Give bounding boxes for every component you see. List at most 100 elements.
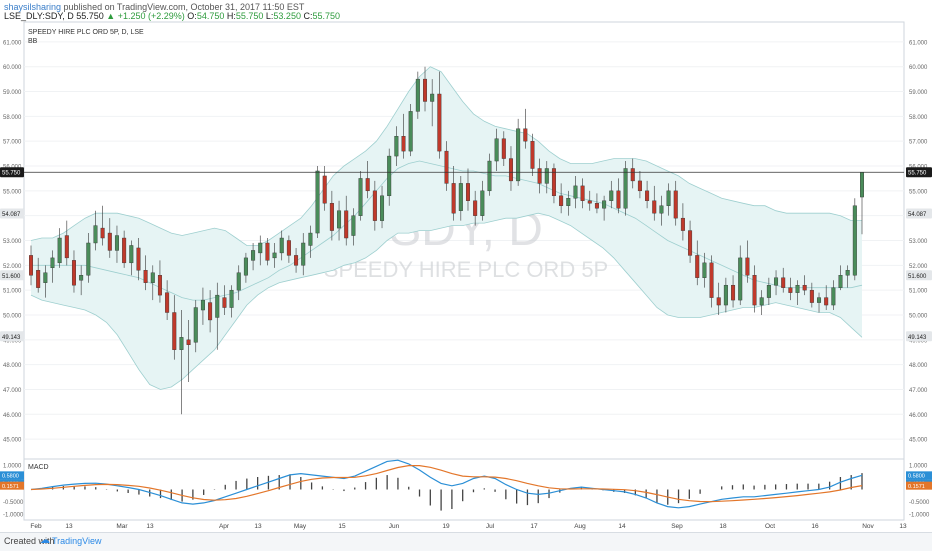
candle — [351, 208, 356, 246]
left-tick-label: 59.000 — [3, 90, 22, 96]
time-tick-label: Apr — [219, 523, 230, 530]
macd-right-tick: -0.5000 — [909, 500, 930, 506]
candle — [473, 190, 478, 226]
published-text: published on TradingView.com, October 31… — [63, 2, 305, 12]
candle — [709, 255, 714, 308]
candle-body — [401, 136, 406, 152]
price-tag-label: 54.087 — [2, 212, 21, 218]
macd-right-tick: 1.0000 — [909, 464, 928, 470]
right-tick-label: 52.000 — [909, 264, 928, 270]
open-value: 54.750 — [196, 11, 225, 21]
candle — [236, 265, 241, 301]
candle-body — [530, 140, 535, 169]
candle — [401, 113, 406, 159]
price-tag-box — [0, 331, 24, 342]
time-tick-label: 13 — [899, 523, 907, 530]
candle — [573, 175, 578, 209]
last-price: 55.750 — [76, 11, 104, 21]
price-chart[interactable]: SDY, D SPEEDY HIRE PLC ORD 5P 61.00060.0… — [0, 0, 932, 532]
candle-body — [845, 270, 850, 276]
candle-body — [129, 245, 134, 264]
candle-body — [43, 272, 48, 283]
candle — [824, 285, 829, 311]
candle-body — [623, 168, 628, 209]
candle — [465, 168, 470, 211]
candle-body — [358, 178, 363, 216]
candle — [623, 161, 628, 216]
candle — [286, 235, 291, 263]
candle-body — [165, 292, 170, 313]
candle — [609, 180, 614, 209]
candle-body — [860, 172, 865, 198]
candle — [594, 193, 599, 214]
candle — [315, 166, 320, 239]
chart-header: shaysilsharing published on TradingView.… — [0, 0, 932, 22]
right-tick-label: 47.000 — [909, 388, 928, 394]
candle-body — [93, 225, 98, 244]
candle — [279, 230, 284, 261]
candle — [759, 290, 764, 315]
candle — [387, 148, 392, 206]
candle-body — [279, 237, 284, 254]
macd-value-tag: 0.5800 — [0, 471, 24, 480]
left-tick-label: 57.000 — [3, 140, 22, 146]
left-tick-label: 46.000 — [3, 413, 22, 419]
candle-body — [716, 297, 721, 306]
candle — [723, 277, 728, 313]
candle — [602, 195, 607, 221]
candle — [208, 290, 213, 333]
candle — [114, 225, 119, 263]
candle-body — [229, 289, 234, 308]
candle — [172, 295, 177, 360]
price-tag: 54.087 — [0, 208, 24, 219]
candle — [337, 200, 342, 241]
left-tick-label: 58.000 — [3, 115, 22, 121]
candle-body — [365, 178, 370, 192]
candle-body — [387, 155, 392, 197]
candle — [79, 265, 84, 296]
right-tick-label: 48.000 — [909, 363, 928, 369]
candle-body — [709, 262, 714, 298]
macd-value-box — [0, 471, 24, 480]
time-tick-label: 15 — [338, 523, 346, 530]
candle-body — [609, 190, 614, 201]
candle-body — [473, 200, 478, 216]
candle-body — [566, 198, 571, 206]
price-tag: 55.750 — [906, 167, 932, 178]
macd-value-tag: 0.5800 — [906, 471, 932, 480]
candle-body — [215, 294, 220, 318]
username-link[interactable]: shaysilsharing — [4, 2, 62, 12]
price-tag-box — [0, 270, 24, 281]
candle — [193, 300, 198, 353]
time-tick-label: Nov — [862, 523, 874, 530]
left-tick-label: 45.000 — [3, 438, 22, 444]
candle — [107, 218, 112, 258]
candle-body — [179, 337, 184, 350]
candle — [616, 178, 621, 214]
price-tag-label: 54.087 — [908, 212, 927, 218]
candle-body — [107, 232, 112, 251]
candle-body — [236, 272, 241, 291]
candle — [272, 242, 277, 268]
candle — [29, 245, 34, 286]
time-tick-label: Sep — [671, 523, 683, 530]
up-arrow-icon: ▲ — [106, 11, 116, 21]
candle — [258, 235, 263, 266]
right-tick-label: 57.000 — [909, 140, 928, 146]
candle — [179, 310, 184, 415]
candle — [781, 267, 786, 293]
right-tick-label: 59.000 — [909, 90, 928, 96]
candle — [695, 240, 700, 286]
instrument-label: SPEEDY HIRE PLC ORD 5P, D, LSE — [28, 29, 144, 36]
candle — [165, 280, 170, 320]
candle-body — [430, 93, 435, 102]
candle — [365, 161, 370, 199]
candle — [251, 242, 256, 271]
candle-body — [444, 150, 449, 184]
tradingview-brand[interactable]: TradingView — [52, 536, 102, 546]
left-tick-label: 51.000 — [3, 289, 22, 295]
candle-body — [831, 287, 836, 306]
candle-body — [602, 200, 607, 209]
candle-body — [57, 237, 62, 264]
macd-value-box — [906, 471, 932, 480]
